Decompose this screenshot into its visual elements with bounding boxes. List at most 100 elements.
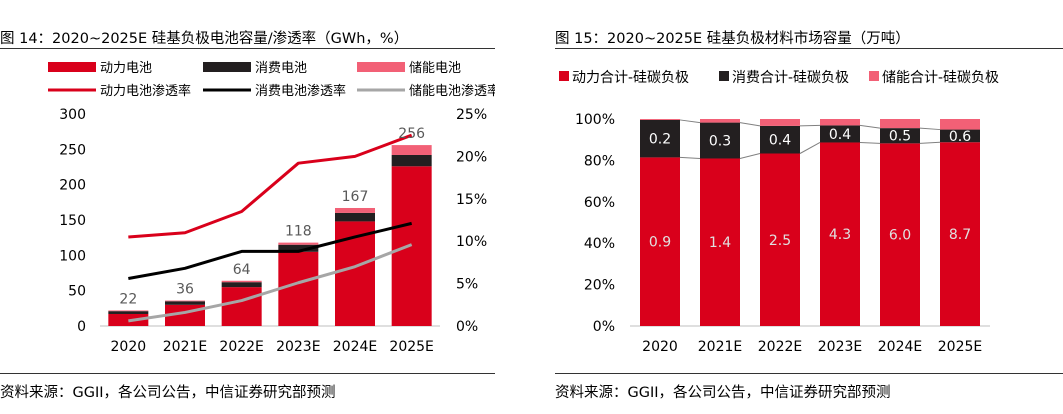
bar-segment (700, 122, 740, 159)
right-title-rule (555, 48, 1063, 49)
bar-segment (221, 280, 262, 283)
left-source-rule (0, 373, 495, 374)
series-line-2 (128, 221, 413, 280)
legend-swatch-2 (203, 62, 251, 72)
segment-value-label: 0.2 (649, 132, 671, 148)
legend-swatch-1 (48, 62, 96, 72)
bar-segment (640, 119, 680, 120)
y-tick-label: 100% (575, 112, 615, 128)
bar-total-label: 64 (233, 262, 251, 278)
bar-total-label: 118 (285, 224, 312, 240)
y-right-tick-label: 20% (456, 149, 487, 165)
bar-total-label: 167 (342, 189, 369, 205)
y-right-tick-label: 0% (456, 319, 478, 335)
x-tick-label: 2022E (219, 339, 263, 355)
y-tick-label: 300 (59, 107, 86, 123)
bar-segment (221, 282, 262, 288)
series-connector-line (799, 142, 821, 154)
segment-value-label: 0.5 (889, 129, 911, 145)
x-tick-label: 2020 (111, 339, 147, 355)
y-tick-label: 150 (59, 213, 86, 229)
segment-value-label: 0.4 (769, 133, 791, 149)
left-title-rule (0, 48, 495, 49)
x-tick-label: 2021E (163, 339, 207, 355)
segment-value-label: 2.5 (769, 233, 791, 249)
x-tick-label: 2024E (878, 339, 922, 355)
y-tick-label: 0 (77, 319, 86, 335)
x-tick-label: 2023E (276, 339, 320, 355)
y-tick-label: 0% (593, 319, 615, 335)
segment-value-label: 4.3 (829, 227, 851, 243)
y-right-tick-label: 15% (456, 192, 487, 208)
legend-swatch-3 (357, 62, 405, 72)
bar-segment (335, 207, 375, 213)
series-connector-line (859, 124, 881, 129)
bar-segment (880, 143, 920, 326)
bar-segment (760, 153, 800, 326)
y-tick-label: 20% (584, 278, 615, 294)
bar-segment (700, 158, 740, 326)
left-figure-panel: 图 14：2020~2025E 硅基负极电池容量/渗透率（GWh，%） 动力电池… (0, 0, 495, 414)
left-source-note: 资料来源：GGII，各公司公告，中信证券研究部预测 (0, 385, 336, 401)
x-tick-label: 2025E (938, 339, 982, 355)
bar-segment (221, 287, 262, 326)
legend-label: 动力电池渗透率 (100, 83, 191, 99)
y-tick-label: 40% (584, 236, 615, 252)
x-tick-label: 2021E (698, 339, 742, 355)
legend-swatch-3 (869, 71, 879, 81)
series-connector-line (739, 122, 761, 127)
y-tick-label: 200 (59, 178, 86, 194)
series-connector-line (859, 141, 881, 144)
bar-segment (940, 142, 980, 326)
x-tick-label: 2024E (333, 339, 377, 355)
bar-segment (760, 119, 800, 126)
legend-label: 储能电池渗透率 (409, 83, 495, 99)
series-connector-line (919, 141, 941, 144)
series-connector-line (739, 153, 761, 159)
x-tick-label: 2020 (642, 339, 678, 355)
series-line-3 (128, 243, 413, 323)
bar-segment (940, 119, 980, 130)
bar-segment (640, 119, 680, 158)
segment-value-label: 1.4 (709, 235, 731, 251)
bar-total-label: 22 (119, 291, 137, 307)
bar-segment (108, 310, 149, 312)
bar-segment (820, 142, 860, 326)
bar-segment (820, 125, 860, 143)
segment-value-label: 0.4 (829, 127, 851, 143)
bar-segment (165, 301, 205, 305)
series-connector-line (679, 119, 701, 124)
legend-label: 消费电池渗透率 (255, 83, 346, 99)
segment-value-label: 0.6 (949, 129, 971, 145)
y-tick-label: 100 (59, 248, 86, 264)
bar-segment (165, 300, 205, 302)
bar-segment (820, 119, 860, 126)
segment-value-label: 0.9 (649, 235, 671, 251)
x-tick-label: 2025E (389, 339, 433, 355)
right-figure-title: 图 15：2020~2025E 硅基负极材料市场容量（万吨） (555, 31, 910, 47)
bar-segment (278, 244, 319, 252)
right-chart: 动力合计-硅碳负极 消费合计-硅碳负极 储能合计-硅碳负极 0% 20% 40% 60% 80… (559, 70, 999, 355)
legend-label: 储能电池 (409, 61, 461, 76)
series-connector-line (679, 156, 701, 159)
bar-total-label: 36 (176, 282, 194, 298)
y-tick-label: 60% (584, 195, 615, 211)
series-line-1 (128, 133, 413, 239)
bar-segment (640, 157, 680, 326)
bar-segment (391, 145, 432, 155)
segment-value-label: 6.0 (889, 228, 911, 244)
bar-segment (940, 129, 980, 143)
bar-total-label: 256 (398, 126, 425, 142)
bar-segment (108, 311, 149, 314)
series-connector-line (919, 127, 941, 131)
bar-segment (880, 119, 920, 129)
legend-label: 消费合计-硅碳负极 (732, 70, 849, 86)
legend-swatch-1 (559, 71, 569, 81)
y-right-tick-label: 10% (456, 234, 487, 250)
y-right-tick-label: 5% (456, 277, 478, 293)
left-figure-title: 图 14：2020~2025E 硅基负极电池容量/渗透率（GWh，%） (0, 31, 409, 47)
y-tick-label: 50 (68, 284, 86, 300)
right-figure-panel: 图 15：2020~2025E 硅基负极材料市场容量（万吨） 动力合计-硅碳负极… (555, 0, 1063, 414)
bar-segment (278, 251, 319, 326)
